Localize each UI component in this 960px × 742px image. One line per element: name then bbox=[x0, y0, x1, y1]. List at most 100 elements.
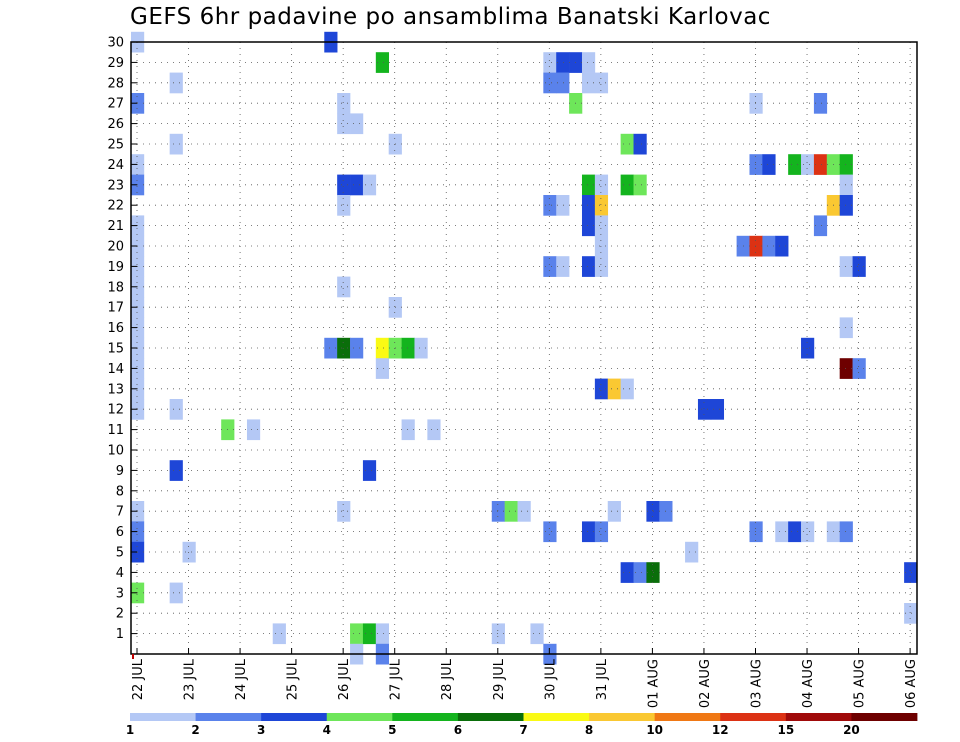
y-tick-label: 23 bbox=[107, 178, 124, 193]
legend-swatch bbox=[589, 713, 656, 721]
legend-label: 20 bbox=[843, 723, 860, 737]
legend-swatch bbox=[654, 713, 721, 721]
heatmap-cell bbox=[543, 195, 557, 216]
legend-label: 2 bbox=[191, 723, 199, 737]
legend-swatch bbox=[457, 713, 524, 721]
x-tick-label: 03 AUG bbox=[749, 659, 764, 708]
x-tick-label: 30 JUL bbox=[543, 658, 558, 700]
legend: 1 2 3 4 5 6 7 8 10 12 15 20 bbox=[126, 713, 918, 737]
heatmap-cell bbox=[581, 52, 596, 73]
heatmap-cell bbox=[556, 52, 570, 73]
x-tick-label: 04 AUG bbox=[801, 659, 816, 708]
heatmap-cell bbox=[839, 154, 853, 175]
heatmap-cell bbox=[556, 256, 570, 277]
heatmap-cell bbox=[362, 623, 377, 645]
heatmap-cell bbox=[362, 460, 377, 481]
heatmap-cell bbox=[594, 215, 609, 237]
heatmap-cell bbox=[556, 195, 570, 216]
x-tick-label: 29 JUL bbox=[492, 658, 507, 700]
heatmap-cell bbox=[839, 521, 853, 543]
heatmap-cell bbox=[337, 337, 351, 359]
heatmap-cell bbox=[904, 562, 918, 583]
y-tick-label: 13 bbox=[107, 382, 124, 397]
y-tick-label: 8 bbox=[116, 484, 124, 499]
heatmap-cell bbox=[594, 256, 609, 277]
heatmap-cell bbox=[350, 113, 364, 135]
legend-swatch bbox=[785, 713, 852, 721]
heatmap-cell bbox=[710, 399, 725, 420]
legend-label: 15 bbox=[777, 723, 794, 737]
heatmap-cell bbox=[350, 174, 364, 196]
heatmap-cell bbox=[749, 154, 763, 175]
heatmap-cell bbox=[169, 460, 183, 481]
y-tick-label: 25 bbox=[107, 138, 124, 153]
heatmap-cell bbox=[491, 501, 505, 522]
x-tick-label: 05 AUG bbox=[853, 659, 868, 708]
heatmap-cell bbox=[594, 235, 609, 257]
heatmap-cell bbox=[350, 623, 364, 645]
heatmap-cell bbox=[169, 399, 183, 420]
y-tick-label: 14 bbox=[107, 362, 124, 377]
heatmap-cell bbox=[801, 521, 815, 543]
x-tick-label: 06 AUG bbox=[904, 659, 919, 708]
heatmap-cell bbox=[337, 276, 351, 298]
heatmap-cell bbox=[775, 235, 789, 257]
heatmap-cell bbox=[337, 113, 351, 135]
heatmap-cell bbox=[375, 623, 390, 645]
legend-swatch bbox=[523, 713, 590, 721]
heatmap-cell bbox=[401, 337, 415, 359]
plot-frame bbox=[130, 41, 918, 655]
legend-swatch bbox=[851, 713, 918, 721]
y-axis: 1234567891011121314151617181920212223242… bbox=[107, 36, 137, 642]
heatmap-cell bbox=[581, 195, 596, 216]
heatmap-cell bbox=[169, 133, 183, 155]
heatmap-cell bbox=[414, 337, 428, 359]
x-tick-label: 23 JUL bbox=[183, 658, 198, 700]
heatmap-cell bbox=[762, 235, 776, 257]
heatmap-cell bbox=[594, 195, 609, 216]
heatmap-cell bbox=[530, 623, 544, 645]
y-tick-label: 20 bbox=[107, 240, 124, 255]
heatmap-cell bbox=[607, 378, 621, 400]
heatmap-cell bbox=[620, 378, 634, 400]
heatmap-cell bbox=[581, 215, 596, 237]
heatmap-cell bbox=[839, 174, 853, 196]
legend-label: 5 bbox=[388, 723, 396, 737]
heatmap-cell bbox=[375, 52, 390, 73]
x-axis: 22 JUL 23 JUL 24 JUL 25 JUL 26 JUL 27 JUL 28 J… bbox=[131, 648, 919, 708]
y-tick-label: 21 bbox=[107, 219, 124, 234]
y-tick-label: 30 bbox=[107, 36, 124, 51]
cells-layer bbox=[131, 31, 918, 665]
heatmap-cell bbox=[401, 419, 415, 441]
heatmap-cell bbox=[581, 256, 596, 277]
heatmap-cell bbox=[839, 195, 853, 216]
legend-label: 3 bbox=[257, 723, 265, 737]
legend-label: 8 bbox=[585, 723, 593, 737]
heatmap-cell bbox=[182, 541, 196, 563]
legend-swatch bbox=[720, 713, 787, 721]
legend-label: 1 bbox=[126, 723, 134, 737]
heatmap-cell bbox=[839, 317, 853, 339]
legend-swatch bbox=[261, 713, 328, 721]
y-tick-label: 16 bbox=[107, 321, 124, 336]
y-tick-label: 15 bbox=[107, 342, 124, 357]
heatmap-cell bbox=[427, 419, 441, 441]
heatmap-cell bbox=[324, 337, 338, 359]
y-tick-label: 1 bbox=[116, 627, 124, 642]
x-tick-label: 01 AUG bbox=[646, 659, 661, 708]
y-tick-label: 27 bbox=[107, 97, 124, 112]
x-tick-label: 22 JUL bbox=[131, 658, 146, 700]
legend-label: 4 bbox=[323, 723, 331, 737]
heatmap-cell bbox=[594, 521, 609, 543]
y-tick-label: 24 bbox=[107, 158, 124, 173]
heatmap-cell bbox=[362, 174, 377, 196]
y-tick-label: 3 bbox=[116, 586, 124, 601]
heatmap-cell bbox=[607, 501, 621, 522]
legend-label: 6 bbox=[454, 723, 462, 737]
chart-title: GEFS 6hr padavine po ansamblima Banatski… bbox=[130, 4, 771, 30]
heatmap-cell bbox=[169, 72, 183, 94]
x-tick-label: 28 JUL bbox=[440, 658, 455, 700]
y-tick-label: 9 bbox=[116, 464, 124, 479]
heatmap-cell bbox=[839, 256, 853, 277]
